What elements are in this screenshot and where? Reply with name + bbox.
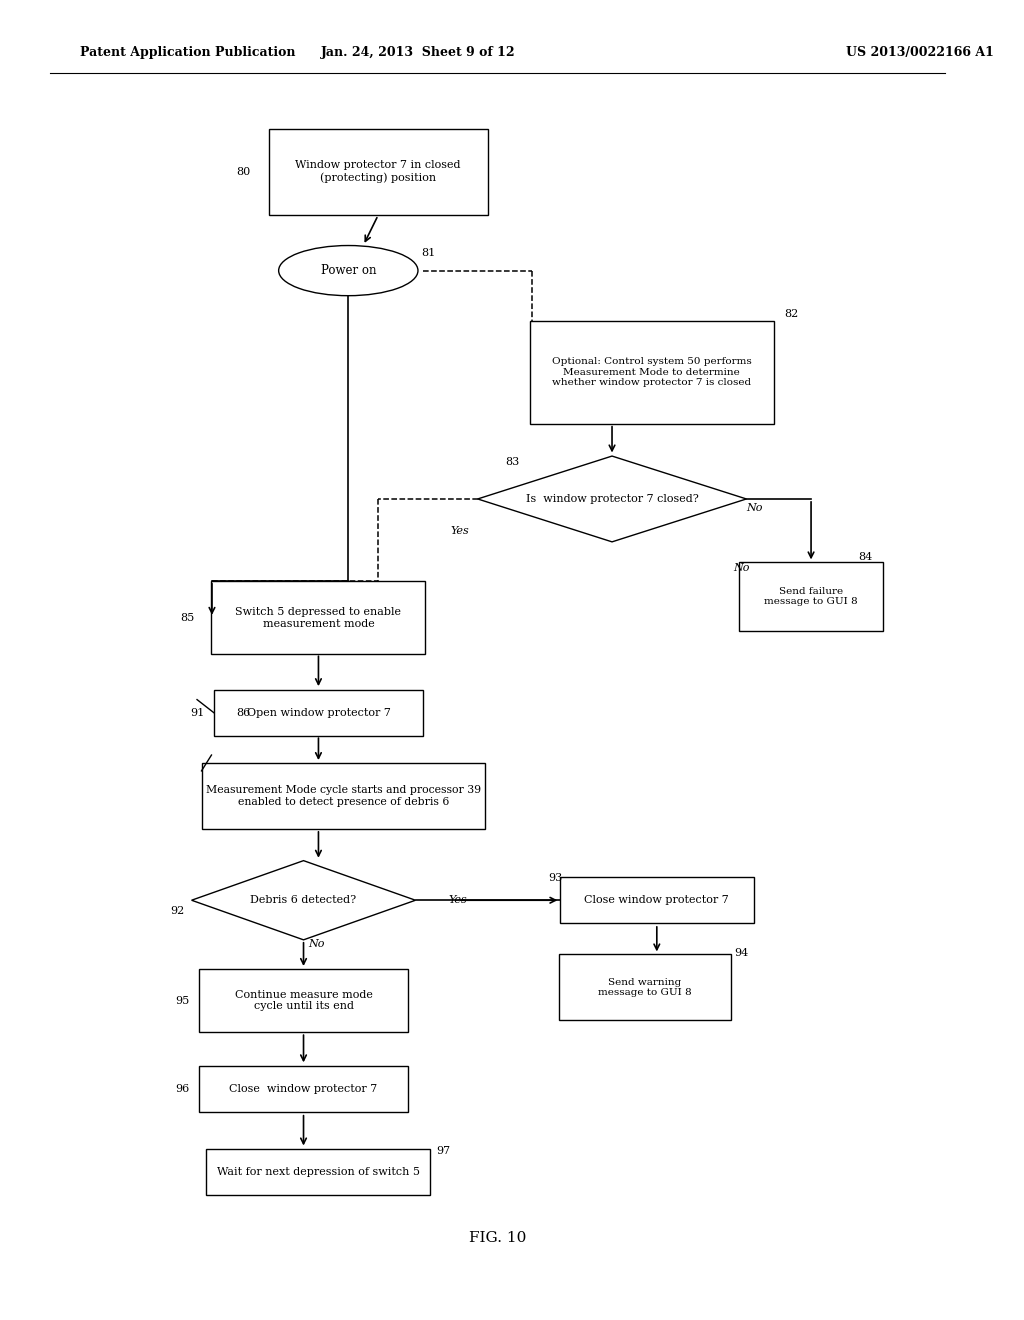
Text: 94: 94: [734, 948, 749, 958]
Text: 82: 82: [784, 309, 799, 319]
Text: FIG. 10: FIG. 10: [469, 1232, 526, 1245]
Text: Open window protector 7: Open window protector 7: [247, 708, 390, 718]
Text: US 2013/0022166 A1: US 2013/0022166 A1: [846, 46, 993, 59]
Text: 95: 95: [175, 995, 189, 1006]
FancyBboxPatch shape: [559, 954, 731, 1020]
FancyBboxPatch shape: [530, 321, 774, 424]
Text: Patent Application Publication: Patent Application Publication: [80, 46, 295, 59]
Polygon shape: [477, 457, 746, 541]
FancyBboxPatch shape: [202, 763, 485, 829]
FancyBboxPatch shape: [268, 128, 487, 214]
Text: 81: 81: [421, 248, 435, 259]
Text: 93: 93: [548, 873, 562, 883]
Text: Jan. 24, 2013  Sheet 9 of 12: Jan. 24, 2013 Sheet 9 of 12: [321, 46, 515, 59]
FancyBboxPatch shape: [214, 689, 423, 737]
Text: Switch 5 depressed to enable
measurement mode: Switch 5 depressed to enable measurement…: [236, 607, 401, 628]
Text: 96: 96: [175, 1084, 189, 1094]
Text: Send failure
message to GUI 8: Send failure message to GUI 8: [764, 587, 858, 606]
FancyBboxPatch shape: [739, 562, 884, 631]
Text: No: No: [733, 562, 750, 573]
Text: Send warning
message to GUI 8: Send warning message to GUI 8: [598, 978, 691, 997]
Text: 85: 85: [180, 612, 195, 623]
Text: 97: 97: [436, 1146, 450, 1156]
FancyBboxPatch shape: [199, 969, 408, 1032]
Text: Yes: Yes: [449, 895, 467, 906]
Text: Measurement Mode cycle starts and processor 39
enabled to detect presence of deb: Measurement Mode cycle starts and proces…: [206, 785, 481, 807]
Text: 92: 92: [170, 906, 184, 916]
Polygon shape: [191, 861, 416, 940]
FancyBboxPatch shape: [207, 1148, 430, 1196]
Text: 84: 84: [859, 552, 872, 562]
Text: 86: 86: [237, 708, 251, 718]
Text: Close window protector 7: Close window protector 7: [585, 895, 729, 906]
Text: 83: 83: [506, 457, 519, 467]
Text: Optional: Control system 50 performs
Measurement Mode to determine
whether windo: Optional: Control system 50 performs Mea…: [552, 358, 752, 387]
Ellipse shape: [279, 246, 418, 296]
Text: Wait for next depression of switch 5: Wait for next depression of switch 5: [217, 1167, 420, 1177]
Text: Close  window protector 7: Close window protector 7: [229, 1084, 378, 1094]
Text: Power on: Power on: [321, 264, 376, 277]
Text: 91: 91: [189, 708, 204, 718]
Text: Is  window protector 7 closed?: Is window protector 7 closed?: [525, 494, 698, 504]
Text: Continue measure mode
cycle until its end: Continue measure mode cycle until its en…: [234, 990, 373, 1011]
Text: Yes: Yes: [451, 525, 469, 536]
FancyBboxPatch shape: [560, 876, 754, 924]
Text: No: No: [746, 503, 763, 513]
FancyBboxPatch shape: [212, 581, 425, 653]
Text: Debris 6 detected?: Debris 6 detected?: [251, 895, 356, 906]
Text: No: No: [308, 939, 325, 949]
FancyBboxPatch shape: [199, 1067, 408, 1111]
Text: 80: 80: [237, 166, 251, 177]
Text: Window protector 7 in closed
(protecting) position: Window protector 7 in closed (protecting…: [295, 161, 461, 182]
